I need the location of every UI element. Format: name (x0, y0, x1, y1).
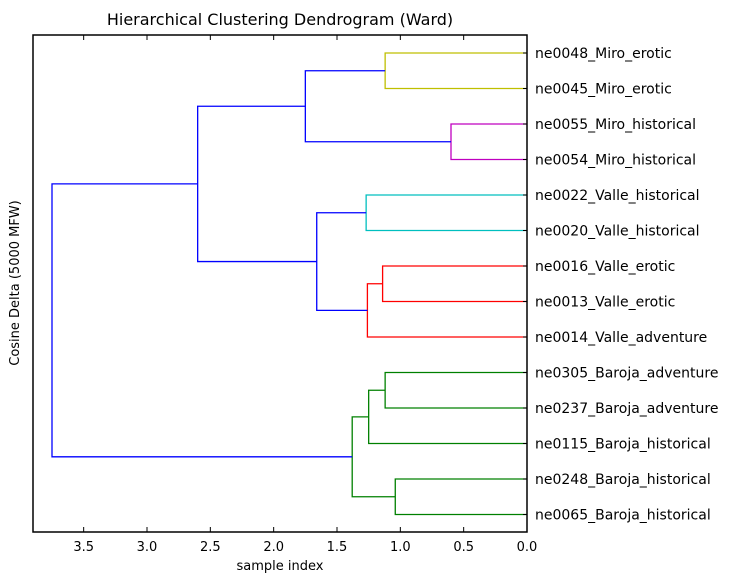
x-tick-label: 3.0 (137, 540, 158, 555)
merge-link-m4 (365, 194, 527, 232)
x-tick-label: 0.5 (453, 540, 474, 555)
leaf-label: ne0013_Valle_erotic (535, 295, 675, 311)
leaf-label: ne0065_Baroja_historical (535, 508, 711, 524)
merge-link-m11 (394, 478, 527, 516)
leaf-label: ne0237_Baroja_adventure (535, 401, 718, 417)
leaf-label: ne0016_Valle_erotic (535, 259, 675, 275)
dendrogram-links (51, 52, 527, 516)
chart-title: Hierarchical Clustering Dendrogram (Ward… (107, 10, 453, 29)
leaf-label: ne0045_Miro_erotic (535, 82, 672, 98)
merge-link-m1 (384, 52, 527, 90)
merge-link-m3 (304, 70, 451, 143)
leaf-label: ne0020_Valle_historical (535, 224, 700, 240)
leaf-label: ne0054_Miro_historical (535, 153, 696, 169)
leaf-label: ne0055_Miro_historical (535, 117, 696, 133)
merge-link-m13 (51, 183, 353, 458)
x-tick-label: 1.5 (327, 540, 348, 555)
leaf-label: ne0022_Valle_historical (535, 188, 700, 204)
plot-frame (32, 34, 528, 533)
merge-link-m9 (384, 371, 527, 409)
merge-link-m8 (197, 105, 317, 263)
x-tick-label: 2.5 (200, 540, 221, 555)
merge-link-m5 (381, 265, 527, 303)
x-axis-ticks: 3.5 3.0 2.5 2.0 1.5 1.0 0.5 0.0 (73, 35, 537, 555)
merge-link-m7 (316, 212, 368, 312)
leaf-labels: ne0048_Miro_erotic ne0045_Miro_erotic ne00… (523, 46, 718, 524)
y-axis-label: Cosine Delta (5000 MFW) (8, 200, 23, 366)
merge-link-m10 (368, 389, 527, 445)
merge-link-m12 (351, 416, 396, 498)
x-axis-label: sample index (237, 559, 324, 574)
x-tick-label: 2.0 (263, 540, 284, 555)
merge-link-m2 (450, 123, 527, 161)
leaf-label: ne0048_Miro_erotic (535, 46, 672, 62)
x-tick-label: 3.5 (73, 540, 94, 555)
x-tick-label: 1.0 (390, 540, 411, 555)
leaf-label: ne0014_Valle_adventure (535, 330, 707, 346)
merge-link-m6 (366, 283, 527, 338)
x-tick-label: 0.0 (517, 540, 538, 555)
leaf-label: ne0115_Baroja_historical (535, 437, 711, 453)
leaf-label: ne0305_Baroja_adventure (535, 366, 718, 382)
leaf-label: ne0248_Baroja_historical (535, 472, 711, 488)
